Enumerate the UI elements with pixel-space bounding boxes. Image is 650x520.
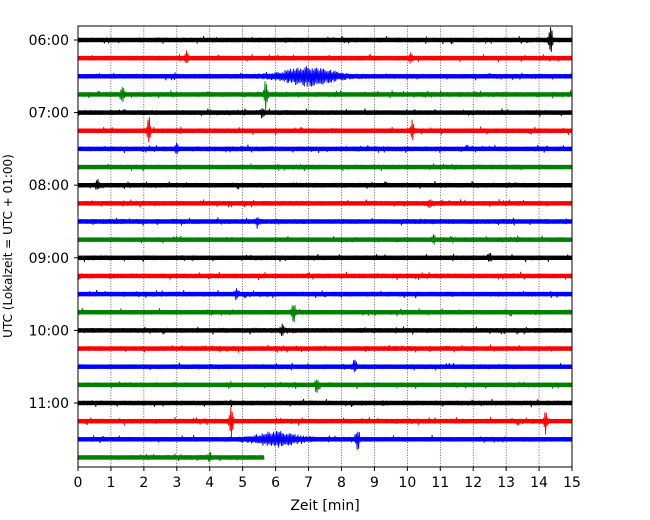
trace-line (77, 271, 573, 281)
trace-line (77, 117, 573, 143)
trace-line (77, 81, 573, 110)
trace-line (77, 27, 573, 53)
x-axis-label: Zeit [min] (290, 498, 359, 514)
x-tick-label: 2 (139, 475, 148, 491)
y-tick-label: 08:00 (29, 178, 69, 194)
trace-line (77, 359, 573, 373)
y-tick-label: 11:00 (29, 396, 69, 412)
trace-line (77, 451, 265, 462)
x-tick-label: 14 (530, 475, 548, 491)
x-tick-label: 9 (370, 475, 379, 491)
trace-line (77, 199, 573, 209)
trace-line (77, 50, 573, 64)
y-tick-label: 10:00 (29, 323, 69, 339)
trace-line (77, 217, 573, 229)
trace-line (77, 253, 573, 262)
x-tick-label: 6 (271, 475, 280, 491)
trace-line (77, 66, 573, 87)
trace-line (77, 179, 573, 190)
trace-line (77, 142, 573, 154)
trace-line (77, 323, 573, 337)
x-tick-label: 10 (398, 475, 416, 491)
x-tick-label: 0 (74, 475, 83, 491)
trace-line (77, 406, 573, 438)
x-tick-label: 13 (497, 475, 515, 491)
y-tick-label: 07:00 (29, 106, 69, 122)
trace-band (78, 346, 572, 351)
x-tick-label: 1 (106, 475, 115, 491)
y-tick-label: 09:00 (29, 251, 69, 267)
trace-line (77, 379, 573, 393)
y-tick-label: 06:00 (29, 33, 69, 49)
x-tick-label: 5 (238, 475, 247, 491)
trace-group (77, 27, 573, 462)
x-tick-label: 4 (205, 475, 214, 491)
x-tick-label: 15 (563, 475, 581, 491)
trace-line (77, 398, 573, 408)
x-tick-label: 11 (431, 475, 449, 491)
y-axis-label: UTC (Lokalzeit = UTC + 01:00) (1, 154, 15, 338)
x-axis: 0 1 2 3 4 5 6 7 8 9 10 11 12 13 14 15 (74, 467, 581, 491)
x-tick-label: 8 (337, 475, 346, 491)
x-tick-label: 7 (304, 475, 313, 491)
grid-lines (110, 26, 540, 467)
trace-line (77, 344, 573, 353)
trace-line (77, 163, 573, 172)
trace-line (77, 430, 573, 450)
plot-frame (77, 25, 573, 468)
trace-line (77, 234, 573, 245)
x-tick-label: 3 (172, 475, 181, 491)
trace-line (77, 108, 573, 119)
trace-line (77, 288, 573, 301)
y-axis: 06:00 07:00 08:00 09:00 10:00 11:00 (29, 33, 78, 412)
trace-line (77, 304, 573, 323)
x-tick-label: 12 (464, 475, 482, 491)
